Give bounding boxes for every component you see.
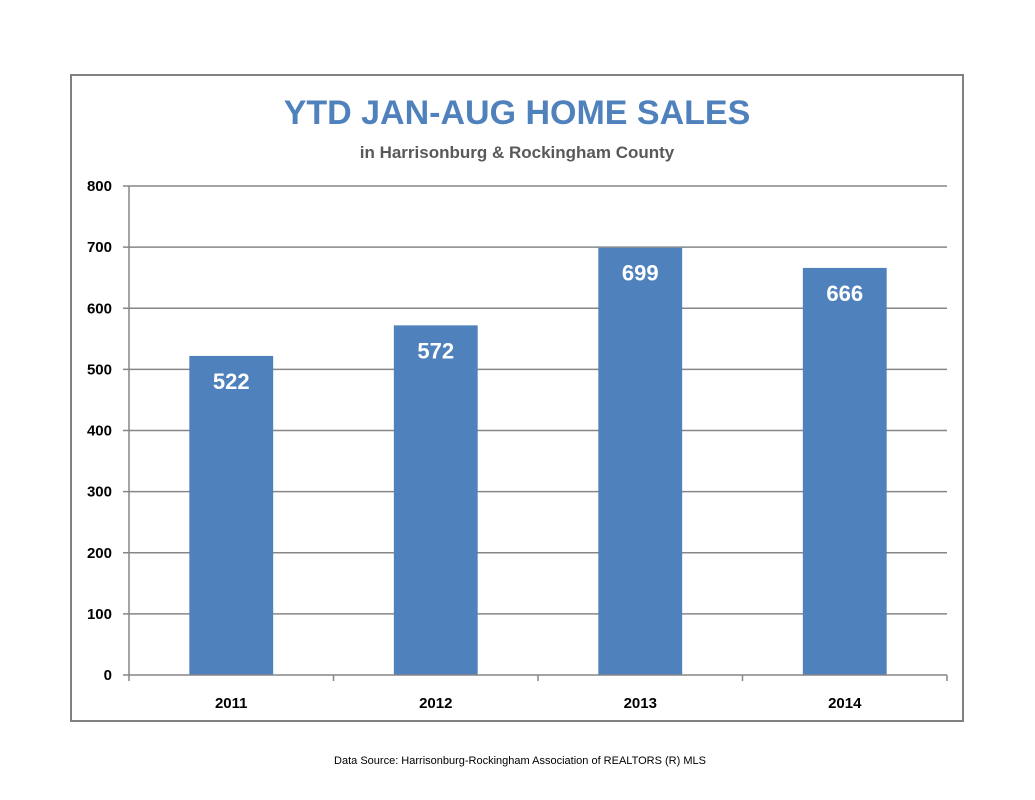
axes (123, 185, 948, 681)
bar-2013 (598, 247, 683, 675)
y-tick-label: 600 (87, 300, 112, 317)
data-label: 699 (622, 261, 659, 286)
x-tick-label: 2014 (828, 695, 862, 712)
bar-2011 (189, 355, 274, 675)
chart-title: YTD JAN-AUG HOME SALES (284, 94, 751, 132)
data-label: 572 (417, 338, 454, 363)
y-tick-label: 500 (87, 361, 112, 378)
labels: 0 100 200 300 400 500 600 700 800 522 2011 572 2012 6… (87, 178, 863, 712)
y-tick-label: 700 (87, 239, 112, 256)
y-tick-label: 100 (87, 606, 112, 623)
x-tick-label: 2011 (215, 695, 248, 712)
x-tick-label: 2012 (419, 695, 452, 712)
data-label: 666 (826, 281, 863, 306)
y-tick-label: 200 (87, 545, 112, 562)
y-tick-label: 300 (87, 484, 112, 501)
y-tick-label: 400 (87, 423, 112, 440)
bar-2014 (802, 267, 887, 675)
bar-2012 (393, 325, 478, 675)
bars (189, 247, 887, 675)
data-label: 522 (213, 369, 250, 394)
y-tick-label: 800 (87, 178, 112, 195)
y-tick-label: 0 (104, 667, 112, 684)
data-source-note: Data Source: Harrisonburg-Rockingham Ass… (334, 755, 706, 767)
x-tick-label: 2013 (624, 695, 657, 712)
chart-subtitle: in Harrisonburg & Rockingham County (360, 143, 675, 162)
